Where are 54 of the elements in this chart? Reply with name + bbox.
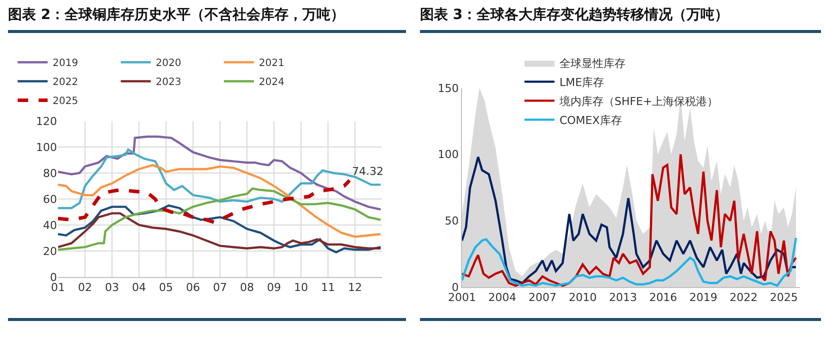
x-tick-label: 2007 <box>528 291 556 304</box>
x-tick-label: 09 <box>267 281 281 294</box>
y-tick-label: 60 <box>43 192 57 206</box>
legend-label: 2025 <box>52 96 78 108</box>
x-tick-label: 2025 <box>770 291 798 304</box>
x-tick-label: 12 <box>348 281 362 294</box>
line-series <box>58 188 382 251</box>
legend-label: 2020 <box>156 58 182 70</box>
x-tick-label: 04 <box>132 281 146 294</box>
x-tick-label: 06 <box>186 281 200 294</box>
annotation: 74.32 <box>352 165 384 178</box>
chart-title: 图表 3：全球各大库存变化趋势转移情况（万吨） <box>420 6 729 24</box>
legend-label: 2023 <box>156 77 182 88</box>
line-series <box>58 136 382 210</box>
y-tick-label: 20 <box>43 244 57 258</box>
legend-label: 2019 <box>52 58 78 70</box>
y-tick-label: 150 <box>438 82 459 95</box>
x-tick-label: 02 <box>78 281 92 294</box>
x-tick-label: 11 <box>321 281 335 294</box>
x-tick-label: 2019 <box>689 291 718 304</box>
x-tick-label: 08 <box>240 281 254 294</box>
x-tick-label: 03 <box>105 281 119 294</box>
x-tick-label: 2001 <box>448 291 476 304</box>
chart-title: 图表 2：全球铜库存历史水平（不含社会库存，万吨） <box>8 6 345 24</box>
line-series <box>58 148 382 210</box>
x-tick-label: 2013 <box>608 291 637 304</box>
x-tick-label: 07 <box>213 281 227 294</box>
x-tick-label: 10 <box>294 281 308 294</box>
legend-label: LME库存 <box>559 76 604 89</box>
legend-label: 2021 <box>258 58 284 70</box>
y-tick-label: 50 <box>444 214 459 228</box>
legend-label: 2022 <box>52 77 78 88</box>
y-tick-label: 100 <box>36 140 57 154</box>
legend-label: 境内库存（SHFE+上海保税港） <box>558 94 718 108</box>
x-tick-label: 2022 <box>730 291 758 304</box>
legend-label: COMEX库存 <box>559 114 622 127</box>
y-tick-label: 120 <box>36 114 57 128</box>
y-tick-label: 0 <box>50 270 57 284</box>
x-tick-label: 2016 <box>649 291 678 304</box>
x-tick-label: 01 <box>51 281 65 294</box>
legend-label: 2024 <box>258 77 284 88</box>
x-tick-label: 2010 <box>568 291 597 304</box>
x-tick-label: 2004 <box>488 291 516 304</box>
y-tick-label: 40 <box>43 218 57 232</box>
x-tick-label: 05 <box>159 281 173 294</box>
y-tick-label: 80 <box>43 166 57 180</box>
line-series <box>58 204 382 254</box>
legend-label: 全球显性库存 <box>559 56 626 70</box>
line-series <box>462 236 798 287</box>
line-series <box>58 178 352 224</box>
y-tick-label: 100 <box>438 148 459 162</box>
y-tick-label: 0 <box>452 280 459 294</box>
line-series <box>58 212 382 250</box>
line-series <box>58 164 382 238</box>
